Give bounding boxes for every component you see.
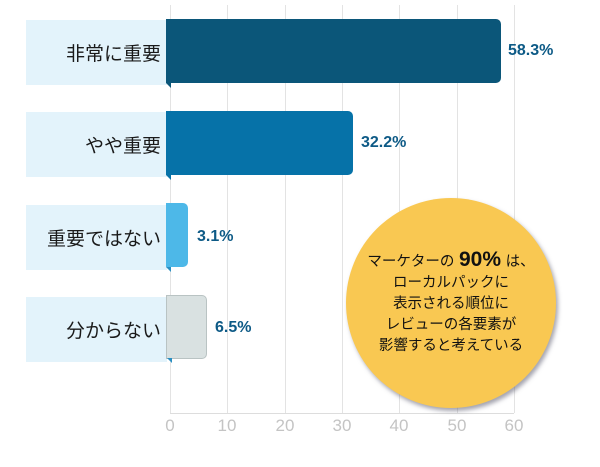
category-label-dont-know: 分からない	[26, 297, 167, 362]
bar-not-important	[166, 203, 188, 272]
gridline-10	[227, 5, 228, 413]
x-tick-label: 0	[165, 416, 175, 435]
category-label-somewhat-important: やや重要	[26, 112, 167, 177]
value-label-very-important: 58.3%	[508, 42, 554, 59]
callout-line-2: ローカルパックに	[393, 275, 509, 291]
bar-somewhat-important	[166, 111, 353, 180]
x-tick-label: 50	[447, 416, 467, 435]
gridline-20	[285, 5, 286, 413]
gridline-60	[514, 5, 515, 413]
value-label-somewhat-important: 32.2%	[361, 134, 407, 151]
bar-dont-know	[166, 295, 207, 363]
gridline-30	[342, 5, 343, 413]
category-label-very-important: 非常に重要	[26, 20, 167, 85]
category-label-text: 非常に重要	[65, 43, 161, 65]
category-label-text: 分からない	[65, 320, 161, 342]
x-tick-label: 10	[217, 416, 237, 435]
callout-line-1: マーケターの 90% は、	[367, 249, 534, 273]
value-label-not-important: 3.1%	[197, 228, 234, 245]
annotation-callout: マーケターの 90% は、 ローカルパックに 表示される順位に レビューの各要素…	[346, 198, 556, 408]
callout-line-4: レビューの各要素が	[385, 317, 517, 333]
callout-text: は、	[501, 254, 535, 270]
value-label-dont-know: 6.5%	[215, 319, 252, 336]
x-tick-label: 40	[389, 416, 409, 435]
x-tick-label: 20	[275, 416, 295, 435]
callout-line-5: 影響すると考えている	[378, 338, 524, 354]
bar-very-important	[166, 19, 501, 88]
category-label-text: やや重要	[84, 135, 161, 157]
callout-text: マーケターの	[367, 254, 459, 270]
category-label-not-important: 重要ではない	[26, 205, 167, 270]
callout-highlight-percent: 90%	[458, 248, 502, 271]
gridline-40	[399, 5, 400, 413]
x-tick-label: 60	[504, 416, 524, 435]
callout-line-3: 表示される順位に	[393, 296, 509, 312]
category-label-text: 重要ではない	[46, 228, 161, 250]
x-axis-line	[170, 413, 514, 414]
x-tick-label: 30	[332, 416, 352, 435]
